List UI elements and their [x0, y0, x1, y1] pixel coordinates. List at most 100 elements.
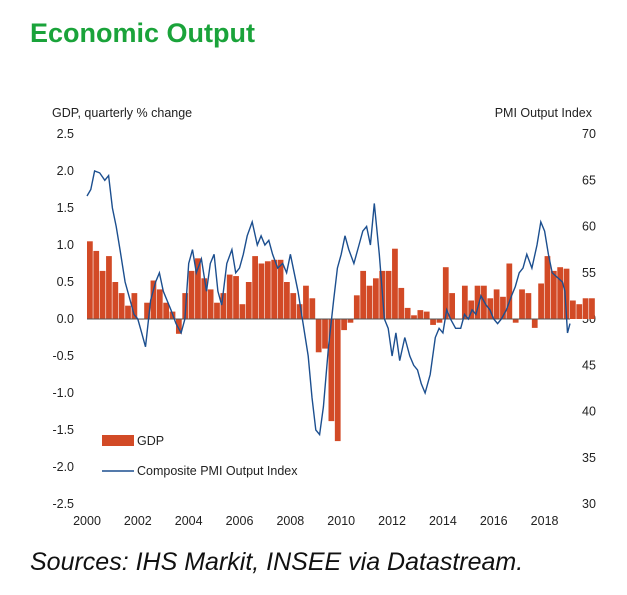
gdp-bar	[417, 310, 424, 319]
legend-gdp-swatch	[102, 435, 134, 446]
left-tick-label: 2.5	[57, 127, 74, 141]
gdp-bar	[144, 302, 150, 319]
gdp-bar	[525, 293, 532, 319]
gdp-bar	[550, 270, 557, 319]
gdp-bar	[512, 319, 519, 323]
gdp-bar	[563, 268, 570, 319]
gdp-bar	[557, 267, 564, 319]
gdp-bar	[239, 304, 246, 319]
gdp-bar	[112, 282, 119, 319]
gdp-bar	[188, 270, 195, 319]
x-axis-ticks: 2000 2002 2004 2006 2008 2010 2012 2014 2016 2018	[73, 514, 558, 528]
gdp-bar	[309, 298, 316, 319]
gdp-bar	[341, 319, 347, 331]
left-tick-label: -1.5	[52, 423, 74, 437]
x-tick-label: 2000	[73, 514, 101, 528]
gdp-bar	[372, 278, 379, 319]
gdp-bar	[500, 296, 506, 319]
gdp-bar	[214, 302, 220, 319]
gdp-bar	[207, 289, 214, 319]
gdp-bar	[487, 298, 494, 319]
gdp-bar	[468, 300, 475, 319]
x-tick-label: 2010	[327, 514, 355, 528]
left-tick-label: 0.5	[57, 275, 74, 289]
gdp-bar	[296, 304, 303, 319]
gdp-bar	[519, 289, 525, 319]
gdp-bar	[258, 263, 265, 319]
gdp-bar	[411, 315, 417, 319]
gdp-bar	[315, 319, 322, 353]
gdp-bar	[506, 263, 513, 319]
gdp-bar	[493, 289, 500, 319]
gdp-bar	[245, 282, 252, 319]
gdp-bar	[226, 274, 233, 319]
gdp-bar	[404, 307, 411, 319]
right-tick-label: 35	[582, 451, 596, 465]
x-tick-label: 2016	[480, 514, 508, 528]
x-tick-label: 2014	[429, 514, 457, 528]
gdp-bar	[589, 298, 595, 319]
gdp-bar	[156, 289, 163, 319]
gdp-bar	[544, 256, 551, 319]
gdp-bar	[570, 300, 576, 319]
gdp-bar	[220, 293, 227, 319]
gdp-bar	[303, 285, 309, 319]
gdp-bar	[398, 287, 405, 319]
right-tick-label: 70	[582, 127, 596, 141]
left-tick-label: -0.5	[52, 349, 74, 363]
gdp-bar	[277, 259, 284, 319]
left-tick-label: 1.0	[57, 238, 74, 252]
gdp-bar	[195, 258, 201, 319]
x-tick-label: 2006	[226, 514, 254, 528]
left-axis-label: GDP, quarterly % change	[52, 106, 192, 120]
gdp-bar	[423, 311, 430, 319]
gdp-bar	[538, 283, 544, 319]
gdp-bar	[252, 256, 258, 319]
x-tick-label: 2008	[276, 514, 304, 528]
gdp-bar	[360, 270, 367, 319]
gdp-bar	[271, 259, 278, 319]
right-tick-label: 60	[582, 220, 596, 234]
gdp-bar	[131, 293, 138, 319]
x-tick-label: 2018	[531, 514, 559, 528]
gdp-bar	[474, 285, 481, 319]
gdp-bar	[118, 293, 125, 319]
gdp-bar	[442, 267, 449, 319]
right-tick-label: 45	[582, 358, 596, 372]
gdp-bar	[582, 298, 589, 319]
x-tick-label: 2002	[124, 514, 152, 528]
gdp-bar	[576, 304, 583, 319]
gdp-bar	[284, 282, 290, 319]
right-tick-label: 40	[582, 405, 596, 419]
left-tick-label: 1.5	[57, 201, 74, 215]
gdp-bar	[392, 248, 398, 319]
gdp-bar	[461, 285, 468, 319]
left-tick-label: 2.0	[57, 164, 74, 178]
chart-title: Economic Output	[30, 18, 255, 48]
gdp-bar	[125, 305, 131, 319]
gdp-bar	[150, 280, 157, 319]
gdp-bar	[385, 270, 392, 319]
gdp-bar	[201, 278, 208, 319]
x-tick-label: 2004	[175, 514, 203, 528]
right-tick-label: 55	[582, 266, 596, 280]
pmi-series-line	[86, 170, 571, 437]
gdp-bar	[175, 319, 182, 334]
legend: GDP Composite PMI Output Index	[102, 434, 298, 478]
legend-gdp-label: GDP	[137, 434, 164, 448]
gdp-bar	[163, 302, 170, 319]
right-tick-label: 65	[582, 173, 596, 187]
gdp-bar	[322, 319, 328, 349]
left-axis-ticks: 2.5 2.0 1.5 1.0 0.5 0.0 -0.5 -1.0 -1.5 -2.0 -2.5	[52, 127, 74, 511]
gdp-bar	[233, 276, 239, 319]
left-tick-label: -1.0	[52, 386, 74, 400]
gdp-bar	[449, 293, 456, 319]
gdp-bar	[430, 319, 436, 325]
gdp-bar	[436, 319, 443, 323]
gdp-bar	[353, 295, 360, 319]
gdp-bar	[99, 270, 106, 319]
gdp-bar	[264, 261, 271, 319]
left-tick-label: -2.0	[52, 460, 74, 474]
gdp-bar	[93, 250, 100, 319]
